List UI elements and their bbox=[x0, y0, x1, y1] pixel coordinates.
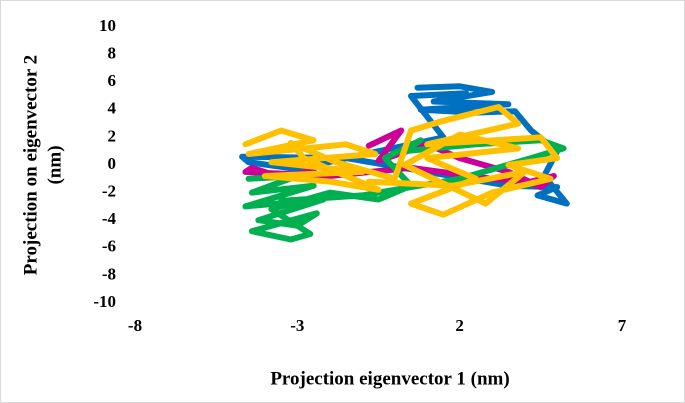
y-tick-label: 4 bbox=[108, 99, 117, 118]
y-tick-label: -2 bbox=[102, 182, 116, 201]
y-axis-label: (nm) bbox=[44, 145, 65, 184]
y-tick-label: 0 bbox=[108, 154, 117, 173]
x-tick-label: -3 bbox=[290, 316, 304, 335]
y-tick-label: 10 bbox=[99, 16, 116, 35]
x-tick-label: 7 bbox=[618, 316, 627, 335]
x-tick-label: 2 bbox=[455, 316, 464, 335]
x-axis-label: Projection eigenvector 1 (nm) bbox=[270, 368, 509, 389]
y-axis-label: Projection on eigenvector 2 bbox=[20, 55, 41, 275]
trajectory bbox=[242, 137, 567, 243]
y-tick-label: 6 bbox=[108, 71, 117, 90]
y-tick-label: -4 bbox=[102, 209, 117, 228]
y-tick-label: -6 bbox=[102, 237, 116, 256]
y-tick-label: 2 bbox=[108, 126, 117, 145]
y-tick-label: 8 bbox=[108, 44, 117, 63]
y-tick-label: -10 bbox=[93, 292, 116, 311]
trajectory bbox=[242, 104, 561, 218]
x-tick-label: -8 bbox=[128, 316, 142, 335]
y-tick-label: -8 bbox=[102, 264, 116, 283]
